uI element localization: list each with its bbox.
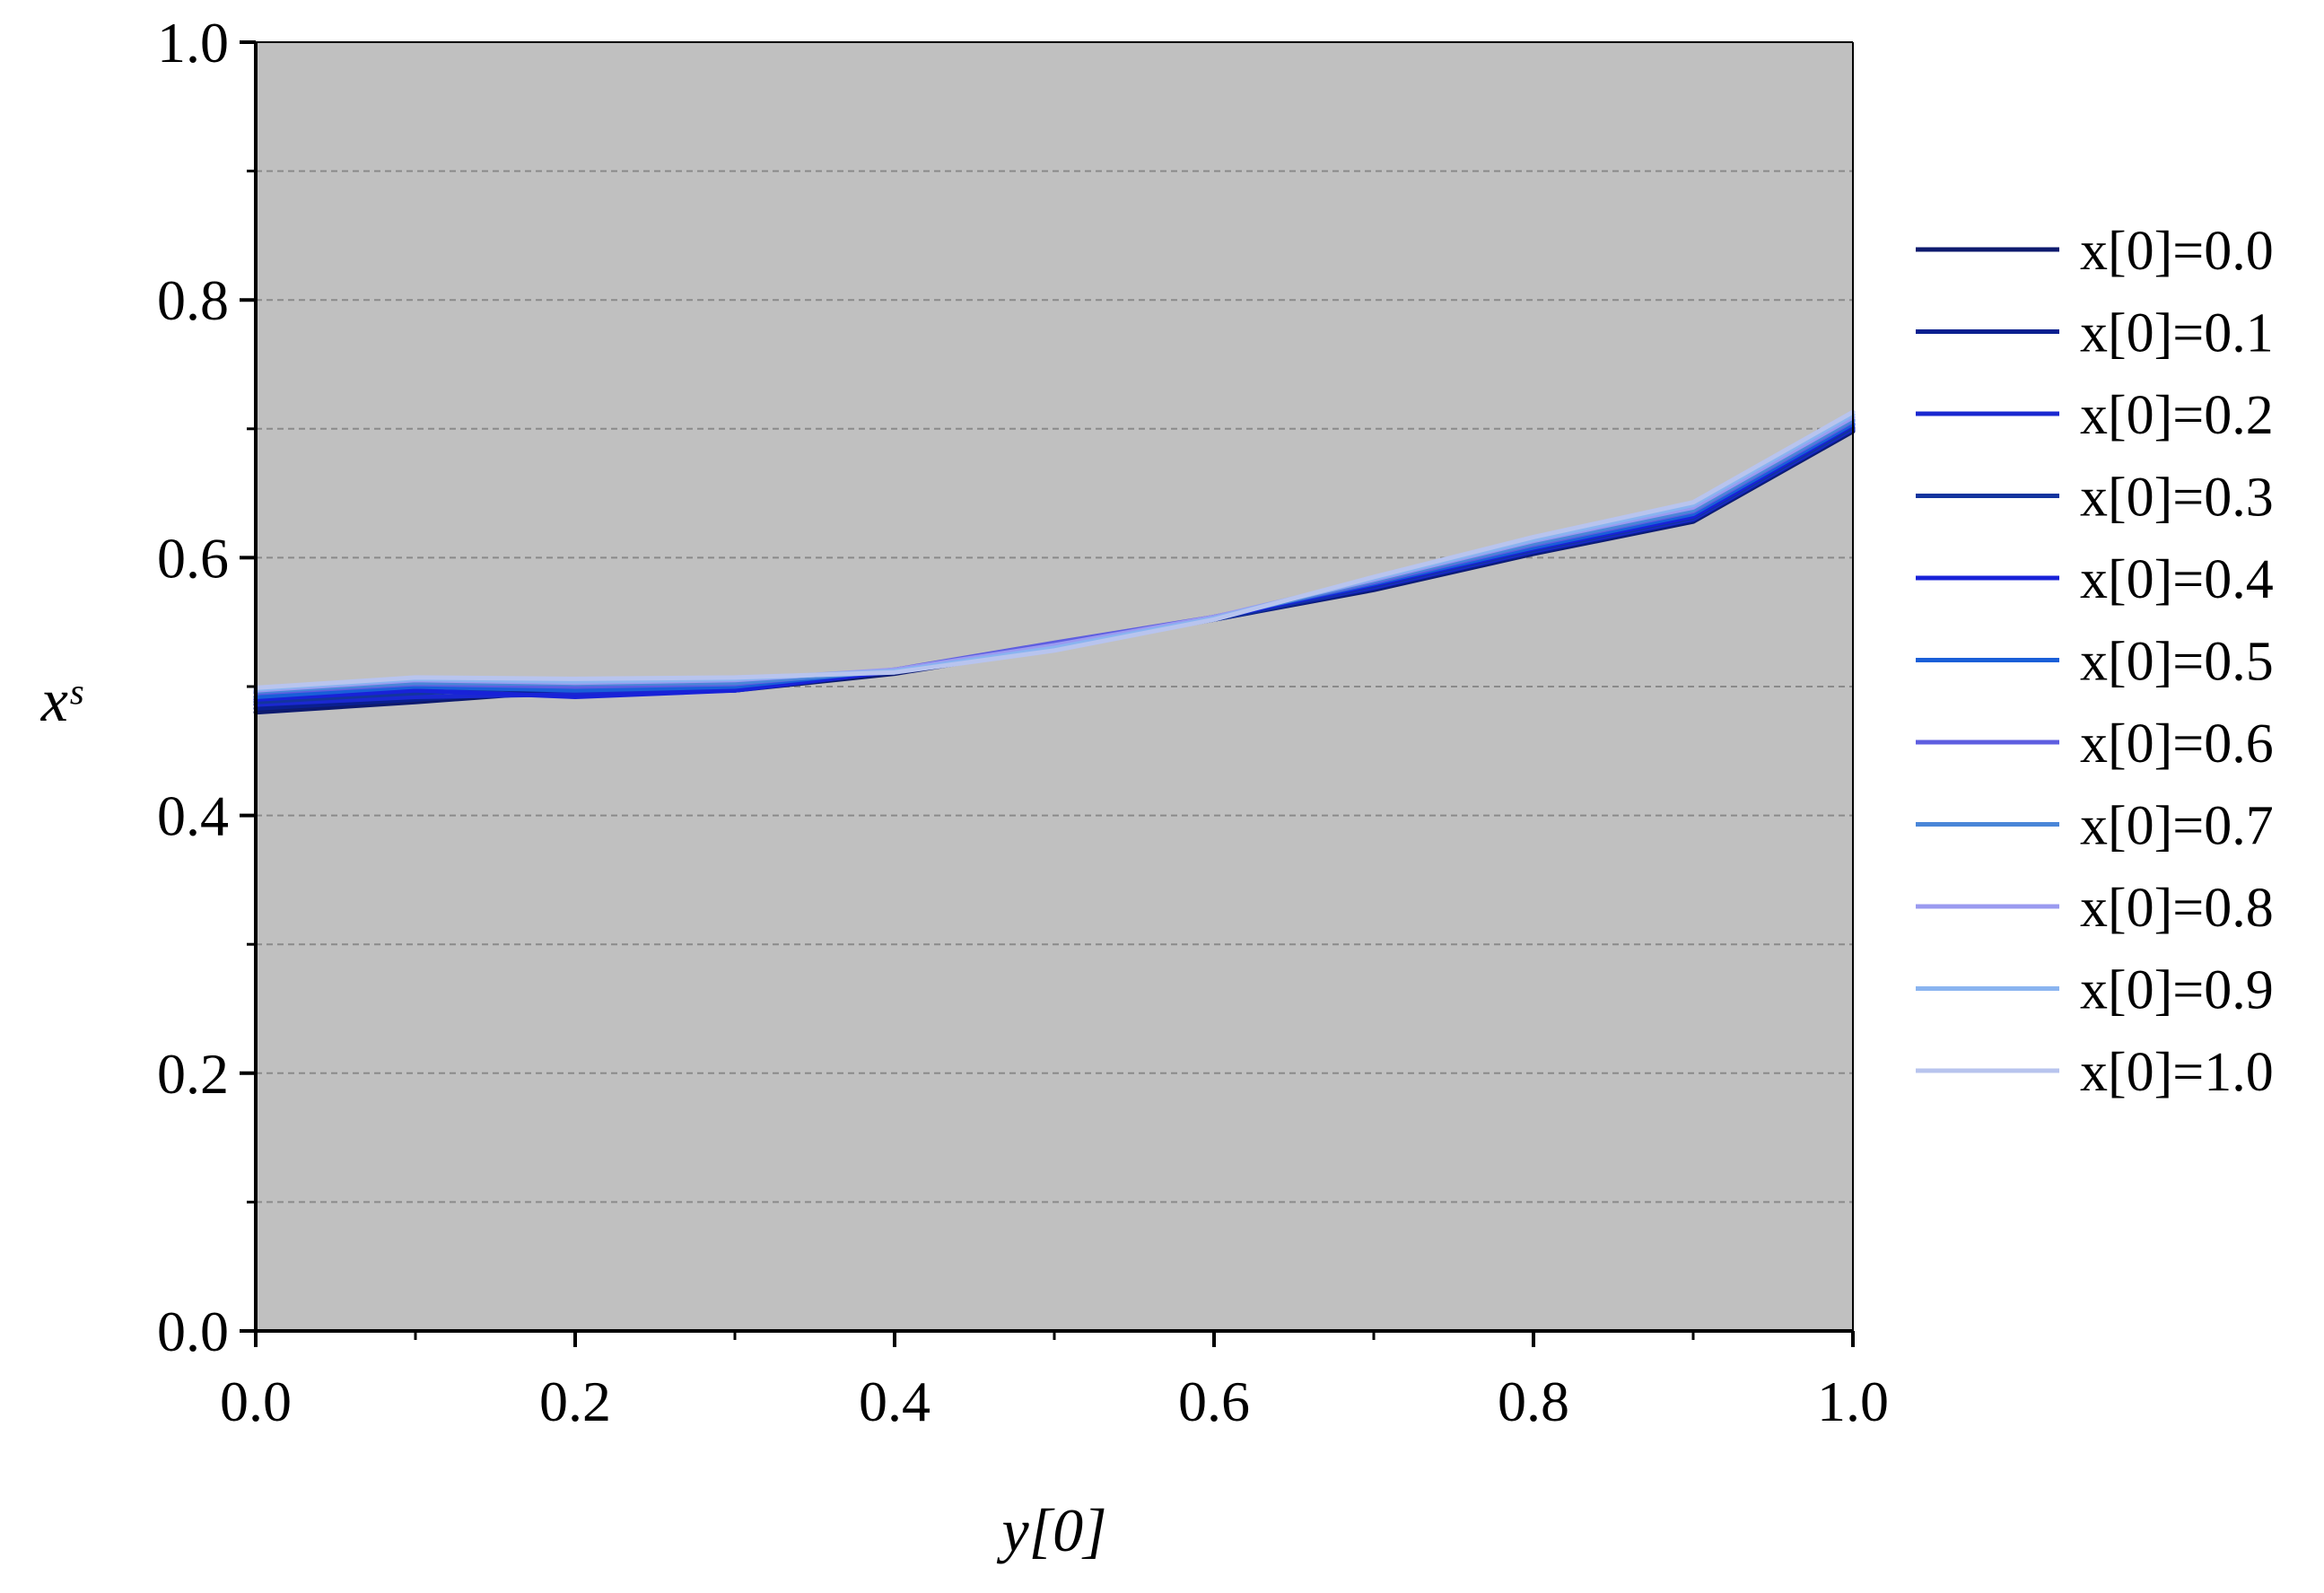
legend-label-8: x[0]=0.8	[2080, 878, 2274, 939]
y-axis-label: xˢ	[40, 666, 83, 734]
x-tick-label: 0.8	[1498, 1370, 1569, 1433]
legend-label-0: x[0]=0.0	[2080, 221, 2274, 282]
series-line-10	[253, 409, 1856, 690]
y-tick-label: 0.8	[157, 268, 229, 332]
legend-label-5: x[0]=0.5	[2080, 632, 2274, 693]
x-tick-label: 0.2	[539, 1370, 611, 1433]
legend-label-4: x[0]=0.4	[2080, 549, 2274, 610]
legend-label-7: x[0]=0.7	[2080, 796, 2274, 857]
y-tick-label: 0.6	[157, 526, 229, 590]
y-tick-label: 0.4	[157, 784, 229, 848]
x-axis-label: y[0]	[996, 1496, 1106, 1564]
y-tick-label: 0.2	[157, 1042, 229, 1106]
legend-label-2: x[0]=0.2	[2080, 385, 2274, 446]
x-tick-label: 0.4	[859, 1370, 930, 1433]
legend-label-10: x[0]=1.0	[2080, 1042, 2274, 1103]
y-tick-label: 0.0	[157, 1300, 229, 1363]
legend-label-1: x[0]=0.1	[2080, 303, 2274, 364]
legend: x[0]=0.0 x[0]=0.1 x[0]=0.2 x[0]=0.3 x[0]=0.4…	[1916, 221, 2274, 1103]
x-tick-label: 0.6	[1178, 1370, 1250, 1433]
legend-label-9: x[0]=0.9	[2080, 960, 2274, 1021]
x-tick-label: 1.0	[1817, 1370, 1889, 1433]
legend-label-6: x[0]=0.6	[2080, 713, 2274, 775]
y-tick-label: 1.0	[157, 11, 229, 74]
legend-label-3: x[0]=0.3	[2080, 468, 2274, 529]
x-tick-label: 0.0	[220, 1370, 292, 1433]
